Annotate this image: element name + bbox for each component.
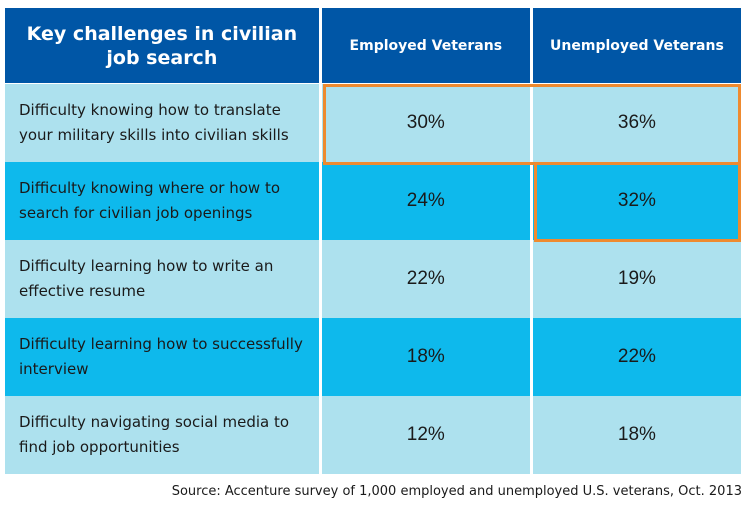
- employed-value: 22%: [406, 268, 445, 289]
- challenges-table: Key challenges in civilian job search Em…: [5, 8, 741, 474]
- column-divider: [529, 318, 533, 396]
- column-divider: [318, 8, 322, 83]
- employed-cell: 22%: [321, 240, 530, 318]
- table-row: Difficulty knowing how to translate your…: [5, 84, 741, 162]
- unemployed-value: 18%: [617, 424, 656, 445]
- row-label: Difficulty navigating social media to fi…: [5, 396, 319, 474]
- column-divider: [529, 8, 533, 83]
- unemployed-cell: 22%: [532, 318, 741, 396]
- employed-cell: 12%: [321, 396, 530, 474]
- unemployed-value: 22%: [617, 346, 656, 367]
- column-divider: [529, 396, 533, 474]
- unemployed-cell: 18%: [532, 396, 741, 474]
- column-divider: [318, 84, 322, 162]
- column-divider: [318, 162, 322, 240]
- source-note: Source: Accenture survey of 1,000 employ…: [171, 484, 742, 499]
- table-row: Difficulty learning how to successfully …: [5, 318, 741, 396]
- employed-cell: 24%: [321, 162, 530, 240]
- column-divider: [529, 240, 533, 318]
- table-row: Difficulty knowing where or how to searc…: [5, 162, 741, 240]
- employed-value: 18%: [406, 346, 445, 367]
- header-challenges: Key challenges in civilian job search: [5, 8, 319, 83]
- column-divider: [318, 396, 322, 474]
- header-employed-veterans: Employed Veterans: [321, 8, 530, 83]
- employed-value: 30%: [406, 112, 445, 133]
- column-divider: [529, 162, 533, 240]
- unemployed-cell: 36%: [532, 84, 741, 162]
- unemployed-cell: 19%: [532, 240, 741, 318]
- row-label: Difficulty knowing where or how to searc…: [5, 162, 319, 240]
- row-label: Difficulty learning how to successfully …: [5, 318, 319, 396]
- column-divider: [318, 318, 322, 396]
- unemployed-value: 36%: [617, 112, 656, 133]
- table-row: Difficulty navigating social media to fi…: [5, 396, 741, 474]
- header-unemployed-veterans: Unemployed Veterans: [532, 8, 741, 83]
- unemployed-cell: 32%: [532, 162, 741, 240]
- employed-value: 12%: [406, 424, 445, 445]
- column-divider: [529, 84, 533, 162]
- employed-cell: 30%: [321, 84, 530, 162]
- employed-value: 24%: [406, 190, 445, 211]
- table-header-row: Key challenges in civilian job search Em…: [5, 8, 741, 83]
- unemployed-value: 19%: [617, 268, 656, 289]
- unemployed-value: 32%: [617, 190, 656, 211]
- table-row: Difficulty learning how to write an effe…: [5, 240, 741, 318]
- employed-cell: 18%: [321, 318, 530, 396]
- column-divider: [318, 240, 322, 318]
- row-label: Difficulty knowing how to translate your…: [5, 84, 319, 162]
- row-label: Difficulty learning how to write an effe…: [5, 240, 319, 318]
